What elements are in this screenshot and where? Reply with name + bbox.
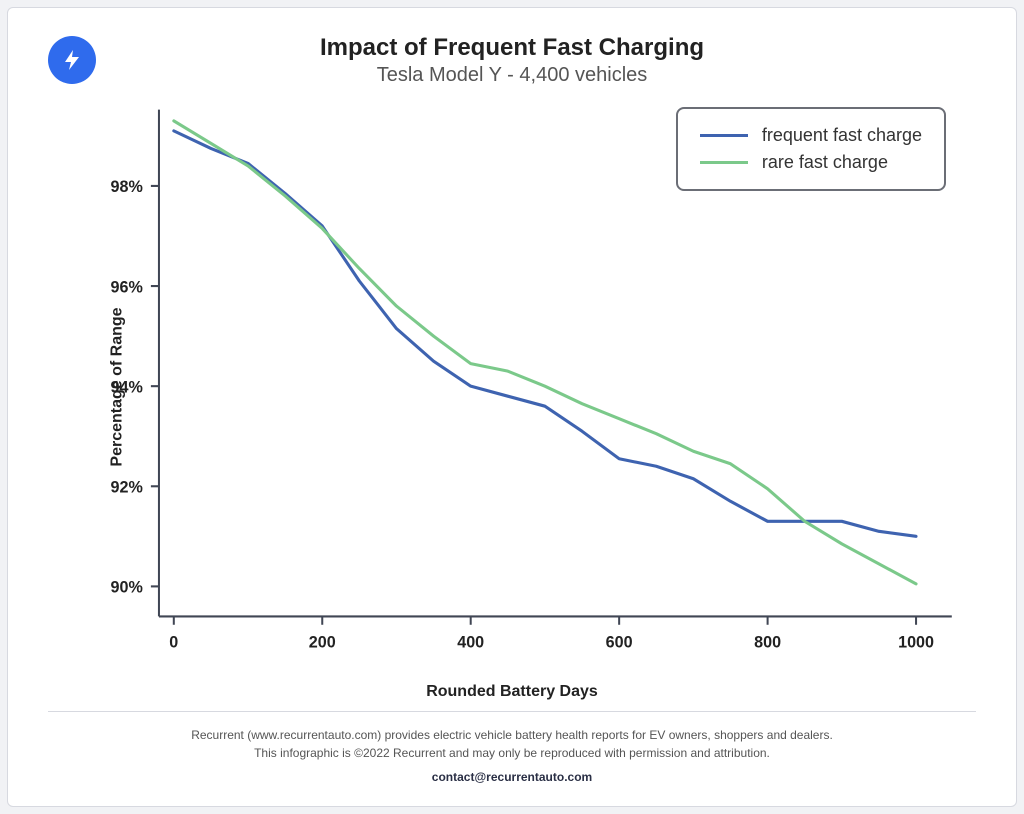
legend-item: frequent fast charge [700,125,922,146]
footer-separator [48,711,976,712]
chart-title: Impact of Frequent Fast Charging [48,34,976,62]
footer-line-1: Recurrent (www.recurrentauto.com) provid… [48,726,976,744]
chart-area: Percentage of Range 90%92%94%96%98%02004… [48,95,976,679]
svg-text:200: 200 [309,633,336,651]
footer-contact: contact@recurrentauto.com [48,768,976,786]
legend-label: frequent fast charge [762,125,922,146]
legend-swatch [700,161,748,164]
chart-card: Impact of Frequent Fast Charging Tesla M… [7,7,1017,807]
chart-subtitle: Tesla Model Y - 4,400 vehicles [48,64,976,87]
legend-item: rare fast charge [700,152,922,173]
legend: frequent fast charge rare fast charge [676,107,946,191]
svg-text:1000: 1000 [898,633,934,651]
svg-text:400: 400 [457,633,484,651]
svg-text:96%: 96% [111,278,144,296]
footer: Recurrent (www.recurrentauto.com) provid… [48,726,976,786]
legend-swatch [700,134,748,137]
y-axis-label: Percentage of Range [109,307,127,466]
svg-text:600: 600 [606,633,633,651]
chart-titles: Impact of Frequent Fast Charging Tesla M… [48,34,976,87]
svg-text:90%: 90% [111,578,144,596]
brand-logo [48,36,96,84]
footer-line-2: This infographic is ©2022 Recurrent and … [48,744,976,762]
svg-text:800: 800 [754,633,781,651]
bolt-icon [60,48,84,72]
svg-text:98%: 98% [111,178,144,196]
svg-text:0: 0 [169,633,178,651]
x-axis-label: Rounded Battery Days [48,683,976,701]
legend-label: rare fast charge [762,152,888,173]
svg-text:92%: 92% [111,478,144,496]
